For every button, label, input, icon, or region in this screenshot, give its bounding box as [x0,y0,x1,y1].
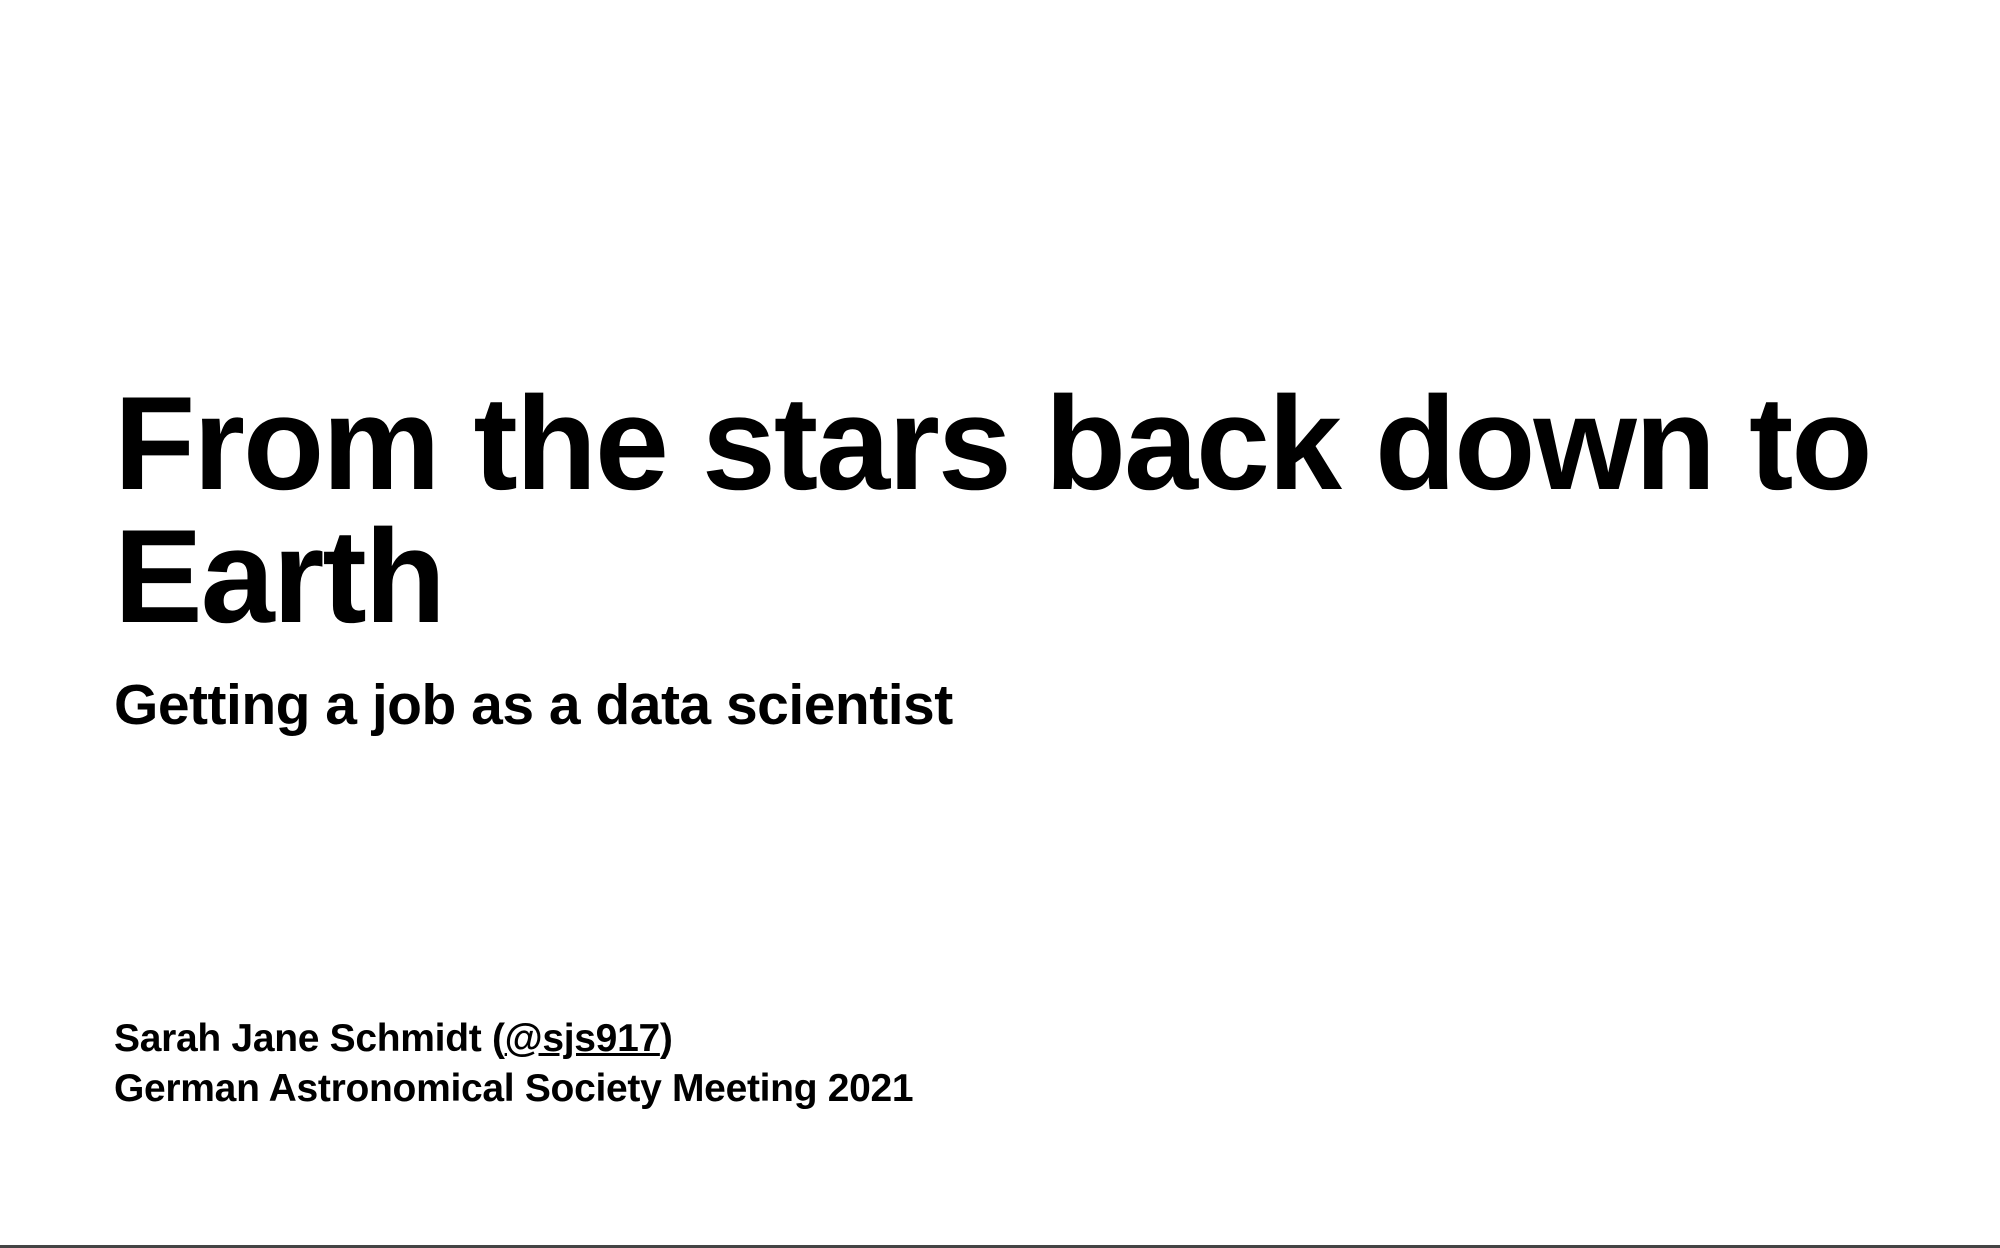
author-name: Sarah Jane Schmidt ( [114,1017,505,1060]
title-line-1: From the stars back down to [114,370,1873,518]
slide-subtitle: Getting a job as a data scientist [114,673,953,737]
author-handle-link[interactable]: @sjs917 [504,1017,661,1060]
author-line: Sarah Jane Schmidt (@sjs917) [114,1014,913,1064]
bottom-divider [0,1245,2000,1248]
slide-title: From the stars back down to Earth [114,378,1974,644]
title-line-2: Earth [114,503,446,651]
author-suffix: ) [659,1017,673,1060]
event-name: German Astronomical Society Meeting 2021 [114,1067,914,1110]
slide-footer: Sarah Jane Schmidt (@sjs917) German Astr… [114,1014,914,1114]
